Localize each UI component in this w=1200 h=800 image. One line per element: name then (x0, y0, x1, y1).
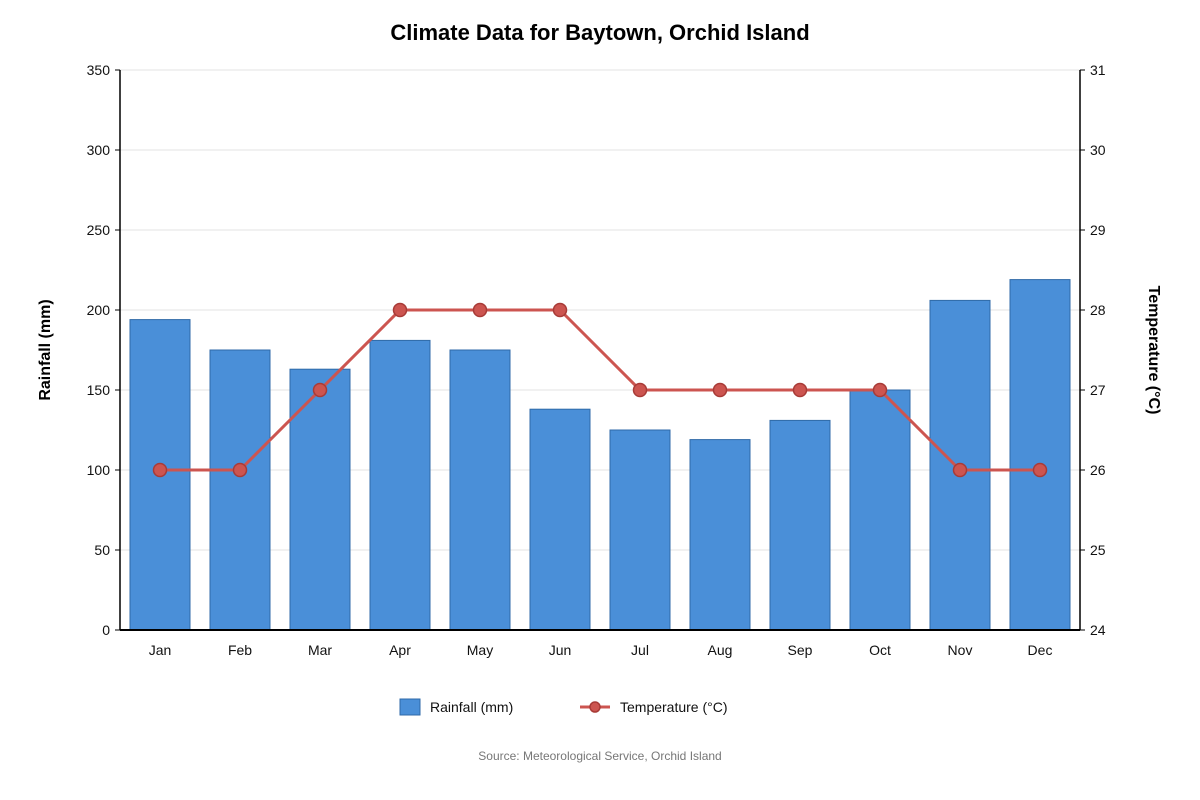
temperature-point-sep (792, 382, 808, 398)
temperature-point-dec (1032, 462, 1048, 478)
y-axis-title-left: Rainfall (mm) (37, 299, 54, 400)
right-tick-label: 31 (1090, 62, 1106, 78)
x-tick-label: Jun (549, 642, 572, 658)
legend-rainfall-swatch (399, 698, 421, 716)
right-tick-label: 29 (1090, 222, 1106, 238)
right-tick-label: 26 (1090, 462, 1106, 478)
legend: Rainfall (mm) Temperature (°C) (399, 698, 728, 716)
left-tick-label: 350 (87, 62, 111, 78)
legend-rainfall-label: Rainfall (mm) (430, 699, 513, 715)
right-tick-label: 27 (1090, 382, 1106, 398)
left-tick-label: 250 (87, 222, 111, 238)
rainfall-bar-may (449, 349, 511, 631)
temperature-point-oct (872, 382, 888, 398)
rainfall-bar-aug (689, 439, 751, 631)
x-tick-label: Jan (149, 642, 172, 658)
x-tick-label: Apr (389, 642, 411, 658)
x-tick-label: Oct (869, 642, 891, 658)
right-tick-label: 28 (1090, 302, 1106, 318)
rainfall-bar-apr (369, 339, 431, 631)
temperature-point-jun (552, 302, 568, 318)
x-tick-label: Mar (308, 642, 332, 658)
left-tick-label: 300 (87, 142, 111, 158)
y-axis-title-right: Temperature (°C) (1145, 286, 1162, 415)
temperature-point-apr (392, 302, 408, 318)
temperature-point-may (472, 302, 488, 318)
x-tick-label: Jul (631, 642, 649, 658)
axes (115, 69, 1085, 631)
legend-temperature-marker (589, 701, 601, 713)
left-tick-label: 0 (102, 622, 110, 638)
rainfall-bar-feb (209, 349, 271, 631)
legend-temperature-label: Temperature (°C) (620, 699, 728, 715)
temperature-line-layer (152, 302, 1048, 478)
x-tick-label: May (467, 642, 493, 658)
gridlines (120, 69, 1080, 631)
rainfall-bar-mar (289, 368, 351, 631)
temperature-point-mar (312, 382, 328, 398)
x-tick-label: Sep (788, 642, 813, 658)
temperature-point-jul (632, 382, 648, 398)
rainfall-bar-sep (769, 419, 831, 631)
rainfall-bar-dec (1009, 279, 1071, 631)
chart-title: Climate Data for Baytown, Orchid Island (390, 20, 809, 45)
temperature-point-jan (152, 462, 168, 478)
x-tick-label: Aug (708, 642, 733, 658)
temperature-point-aug (712, 382, 728, 398)
left-tick-label: 200 (87, 302, 111, 318)
left-tick-label: 100 (87, 462, 111, 478)
temperature-point-feb (232, 462, 248, 478)
x-tick-label: Nov (948, 642, 973, 658)
rainfall-bars (129, 279, 1071, 631)
x-tick-label: Dec (1028, 642, 1053, 658)
temperature-point-nov (952, 462, 968, 478)
rainfall-bar-jun (529, 408, 591, 631)
rainfall-bar-jul (609, 429, 671, 631)
temperature-line (160, 308, 1040, 472)
tick-labels: 0 50 100 150 200 250 300 350 24 25 26 27 28 29 30 31 Jan… (87, 62, 1106, 658)
source-note: Source: Meteorological Service, Orchid I… (478, 749, 721, 763)
right-tick-label: 25 (1090, 542, 1106, 558)
rainfall-bar-oct (849, 389, 911, 631)
right-tick-label: 24 (1090, 622, 1106, 638)
right-tick-label: 30 (1090, 142, 1106, 158)
x-tick-label: Feb (228, 642, 252, 658)
left-tick-label: 150 (87, 382, 111, 398)
left-tick-label: 50 (94, 542, 110, 558)
